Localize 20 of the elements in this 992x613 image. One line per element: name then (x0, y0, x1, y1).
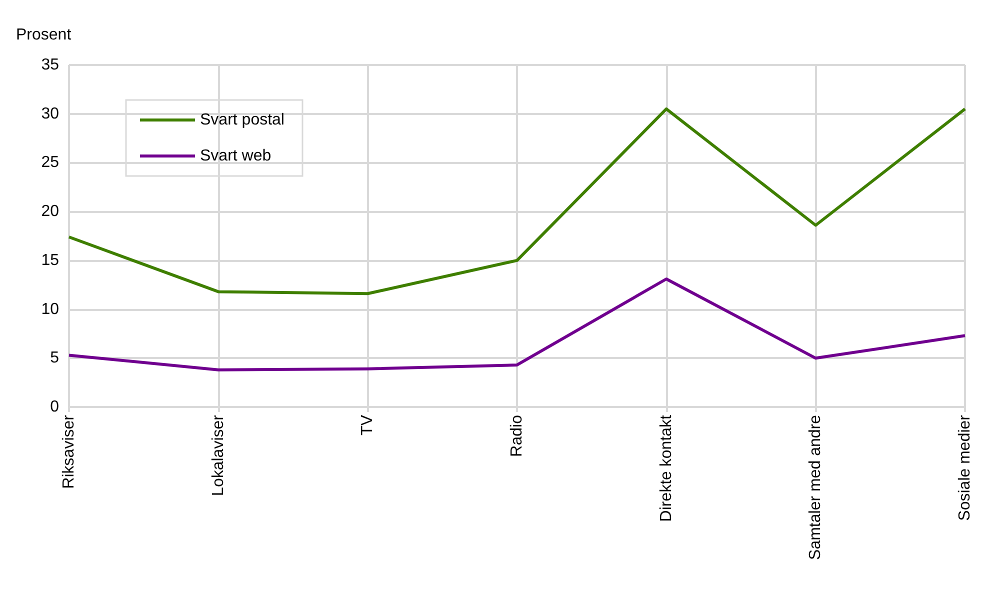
y-tick-label: 10 (41, 300, 60, 318)
y-axis-title: Prosent (16, 26, 72, 44)
x-tick-label: Lokalaviser (210, 414, 227, 496)
y-tick-label: 15 (41, 252, 60, 269)
y-tick-label: 25 (41, 154, 60, 172)
y-tick-label: 20 (41, 203, 60, 220)
x-tick-label: Radio (508, 414, 526, 457)
line-series (68, 277, 966, 372)
x-tick-label: TV (359, 414, 376, 436)
y-tick-label: 35 (41, 56, 60, 74)
y-tick-label: 30 (41, 105, 60, 122)
x-tick-label: Riksaviser (60, 414, 78, 489)
y-tick-label: 0 (50, 398, 60, 416)
x-tick-label: Direkte kontakt (658, 414, 675, 522)
legend-label: Svart web (200, 148, 272, 164)
x-tick-label: Sosiale medier (956, 414, 974, 521)
legend-label: Svart postal (200, 112, 284, 128)
y-tick-label: 5 (50, 350, 60, 367)
line-series (68, 107, 966, 296)
x-tick-label: Samtaler med andre (807, 414, 824, 560)
